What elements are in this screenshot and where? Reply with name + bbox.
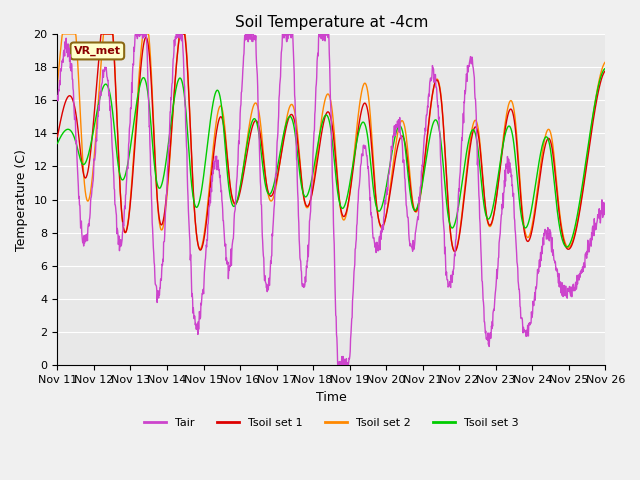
Text: VR_met: VR_met: [74, 46, 121, 56]
Y-axis label: Temperature (C): Temperature (C): [15, 149, 28, 251]
Legend: Tair, Tsoil set 1, Tsoil set 2, Tsoil set 3: Tair, Tsoil set 1, Tsoil set 2, Tsoil se…: [140, 414, 523, 432]
Title: Soil Temperature at -4cm: Soil Temperature at -4cm: [235, 15, 428, 30]
X-axis label: Time: Time: [316, 391, 347, 404]
